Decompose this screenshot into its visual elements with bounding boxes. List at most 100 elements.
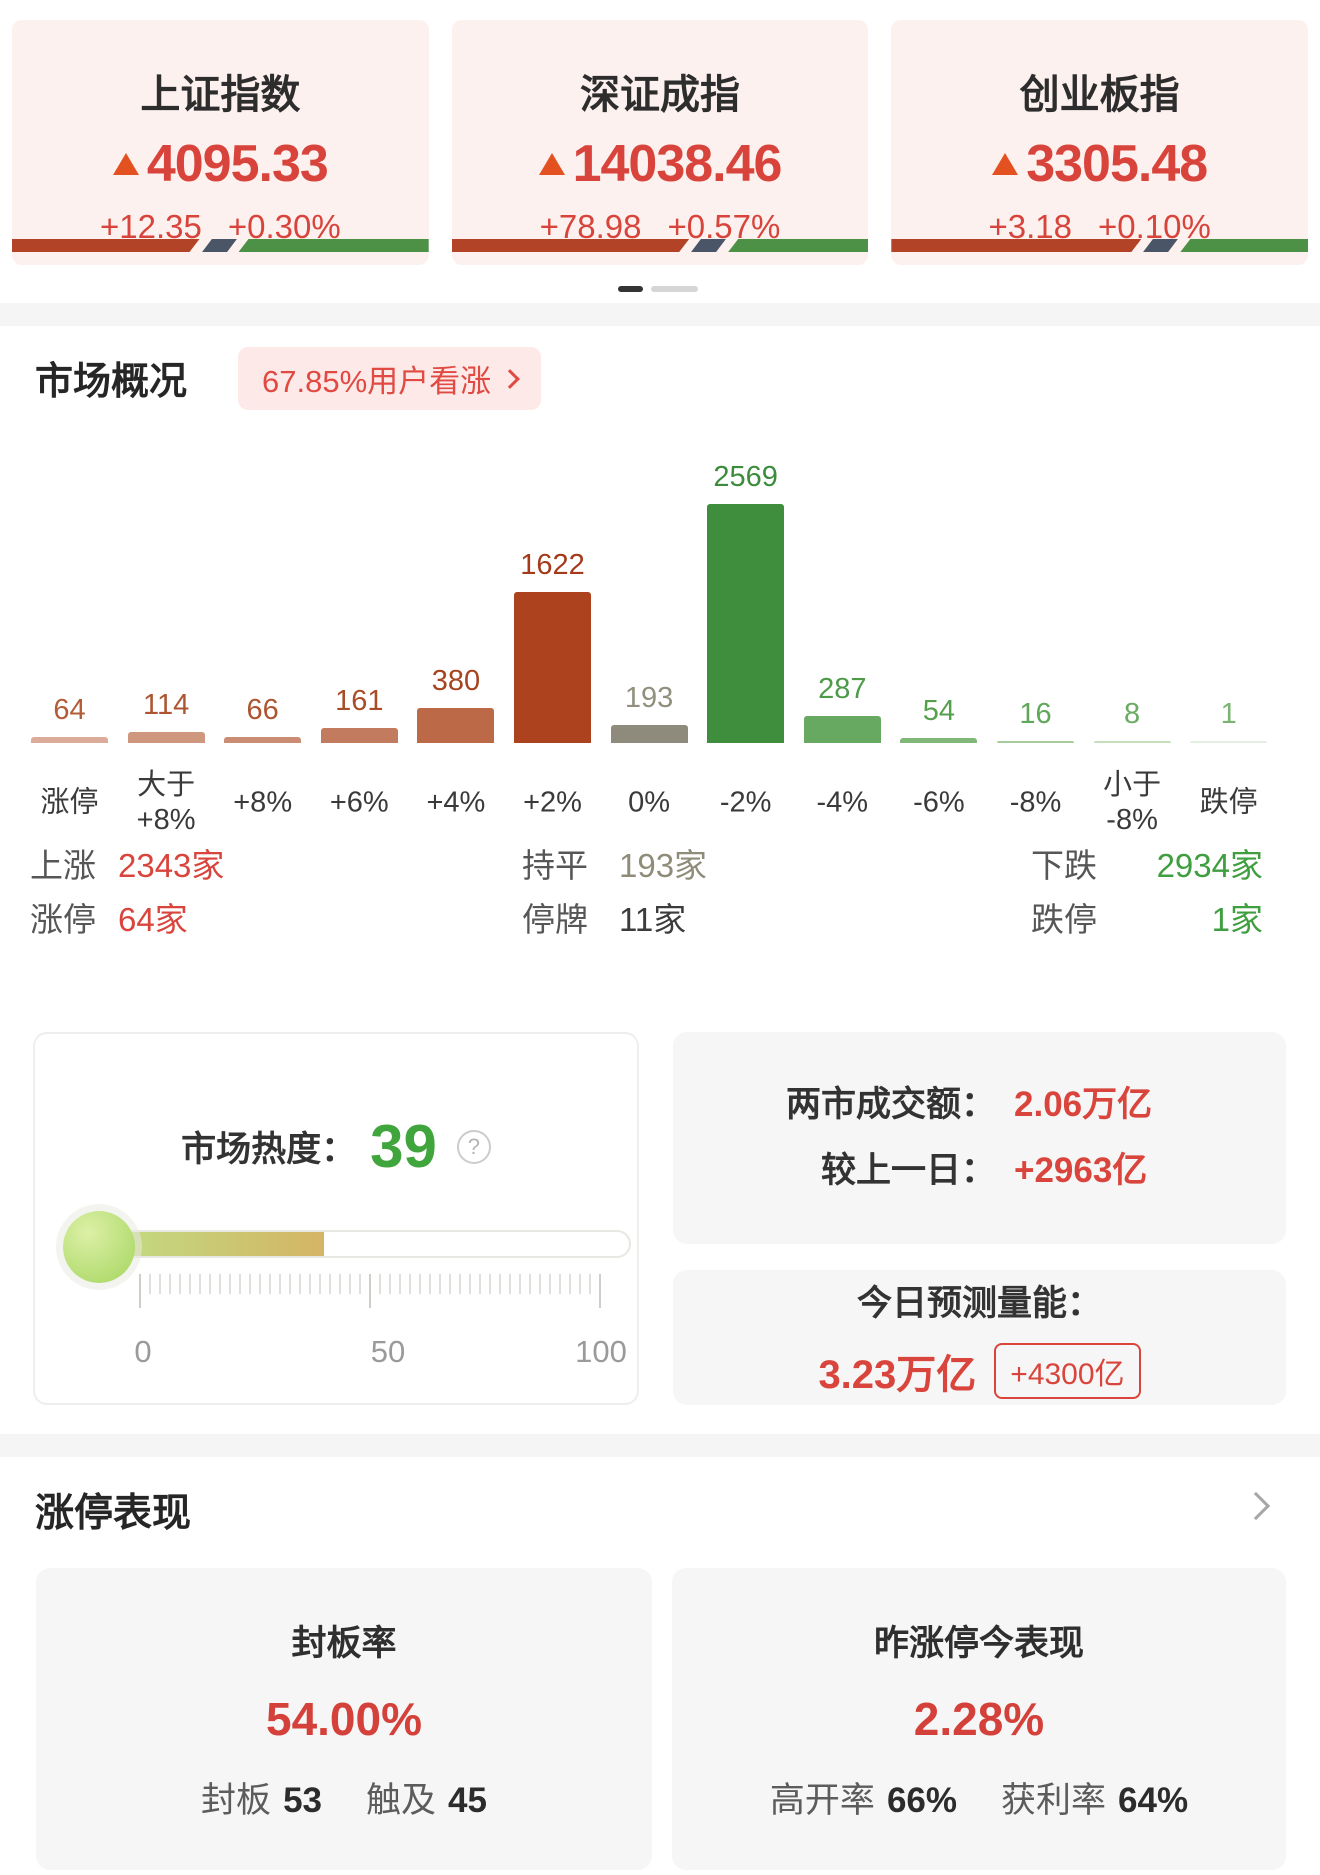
ruler-tick [179, 1274, 181, 1294]
breadth-bar-advancers [452, 239, 690, 252]
ruler-tick [279, 1274, 281, 1294]
carousel-dot[interactable] [651, 286, 698, 292]
chart-bar [610, 725, 688, 743]
section-title-market-overview: 市场概况 [35, 361, 188, 403]
ruler-tick [429, 1274, 431, 1294]
chart-bar-value: 16 [1019, 698, 1052, 730]
chart-bar [707, 504, 785, 743]
chart-bar-value: 287 [818, 673, 867, 705]
chart-slot-1: 114 [127, 689, 205, 743]
up-triangle-icon [538, 153, 565, 175]
chart-slot-7: 2569 [707, 461, 785, 743]
sentiment-badge-label: 67.85%用户看涨 [262, 364, 492, 399]
ruler-tick [139, 1274, 141, 1308]
forecast-delta-badge: +4300亿 [994, 1343, 1141, 1399]
chart-bar-value: 1 [1220, 698, 1237, 730]
sealed-label: 封板 [201, 1781, 272, 1820]
flat-count-label: 持平 [522, 847, 588, 884]
ruler-tick [539, 1274, 541, 1294]
chart-bar-value: 193 [624, 682, 674, 714]
chart-slot-8: 287 [803, 673, 881, 743]
turnover-delta-label: 较上一日： [820, 1151, 996, 1190]
ruler-tick [459, 1274, 461, 1294]
carousel-dot-active[interactable] [618, 286, 643, 292]
index-name: 创业板指 [1019, 73, 1180, 117]
index-cards-carousel[interactable]: 上证指数 4095.33 +12.35 +0.30% 深证成指 14038.46 [12, 20, 1309, 265]
chart-bar [997, 741, 1074, 743]
chart-category-label: 大于 +8% [136, 769, 196, 836]
seal-rate-value: 54.00% [265, 1693, 422, 1745]
chart-category-label: -8% [1009, 786, 1062, 819]
chart-category-label: -2% [719, 786, 772, 819]
index-name: 深证成指 [580, 73, 740, 117]
chart-bar-value: 2569 [713, 461, 778, 493]
yesterday-limit-up-card: 昨涨停今表现 2.28% 高开率 66% 获利率 64% [672, 1568, 1286, 1870]
chart-slot-4: 380 [417, 665, 495, 743]
chart-slot-3: 161 [320, 685, 398, 743]
ruler-tick [389, 1274, 391, 1294]
heat-scale-min: 0 [134, 1334, 152, 1369]
ruler-tick [249, 1274, 251, 1294]
section-divider [0, 1434, 1320, 1457]
down-count-value: 2934家 [1156, 847, 1263, 884]
ruler-tick [319, 1274, 321, 1294]
chart-slot-6: 193 [610, 682, 688, 743]
chart-bar [127, 732, 205, 743]
turnover-delta-value: +2963亿 [1014, 1151, 1148, 1190]
profit-rate-value: 64% [1118, 1781, 1189, 1820]
index-card-szse[interactable]: 深证成指 14038.46 +78.98 +0.57% [451, 20, 869, 265]
ruler-tick [339, 1274, 341, 1294]
index-card-chinext[interactable]: 创业板指 3305.48 +3.18 +0.10% [891, 20, 1309, 265]
up-triangle-icon [112, 153, 139, 175]
chart-bar-value: 54 [922, 695, 956, 727]
breadth-bar-decliners [238, 239, 429, 252]
chart-bar-value: 64 [53, 694, 86, 726]
chart-slot-0: 64 [31, 694, 108, 743]
up-triangle-icon [992, 153, 1019, 175]
section-divider [0, 303, 1320, 326]
yesterday-performance-value: 2.28% [913, 1693, 1045, 1745]
ruler-tick [549, 1274, 551, 1294]
question-circle-icon[interactable]: ? [456, 1129, 491, 1164]
chart-bar [31, 737, 108, 743]
chart-bar [320, 728, 398, 743]
chart-bar [514, 592, 591, 743]
turnover-label: 两市成交额： [785, 1085, 996, 1124]
index-change-pct: +0.57% [667, 208, 781, 245]
chart-bar-value: 8 [1124, 698, 1141, 730]
index-card-sse[interactable]: 上证指数 4095.33 +12.35 +0.30% [12, 20, 429, 265]
chevron-right-icon[interactable] [1241, 1491, 1271, 1521]
yesterday-performance-title: 昨涨停今表现 [873, 1624, 1084, 1663]
chart-category-label: 跌停 [1199, 786, 1258, 819]
chart-bar-value: 1622 [520, 549, 585, 581]
index-change-pct: +0.10% [1098, 208, 1211, 245]
up-count-value: 2343家 [118, 847, 225, 884]
chart-bar-value: 66 [246, 694, 279, 726]
ruler-tick [379, 1274, 381, 1294]
heat-gauge-track [82, 1230, 631, 1258]
flat-count-value: 193家 [619, 847, 708, 884]
breadth-bar [452, 239, 869, 252]
index-value: 3305.48 [1026, 135, 1208, 193]
ruler-tick [509, 1274, 511, 1294]
sentiment-badge[interactable]: 67.85%用户看涨 [238, 347, 542, 410]
touched-count: 45 [448, 1781, 487, 1820]
index-name: 上证指数 [140, 73, 301, 117]
ruler-tick [369, 1274, 371, 1308]
index-value: 14038.46 [572, 135, 783, 193]
ruler-tick [159, 1274, 161, 1294]
ruler-tick [149, 1274, 151, 1294]
index-change: +3.18 [988, 208, 1073, 245]
ruler-tick [299, 1274, 301, 1294]
chart-bar [1093, 741, 1171, 743]
ruler-tick [229, 1274, 231, 1294]
forecast-title: 今日预测量能： [856, 1284, 1102, 1323]
chart-category-label: 小于 -8% [1103, 769, 1162, 836]
turnover-card: 两市成交额： 2.06万亿 较上一日： +2963亿 [673, 1032, 1286, 1244]
seal-rate-title: 封板率 [291, 1624, 397, 1663]
touched-label: 触及 [366, 1781, 437, 1820]
heat-scale-mid: 50 [370, 1334, 406, 1369]
heat-gauge-ruler [139, 1274, 601, 1308]
halted-count-label: 停牌 [522, 901, 588, 938]
